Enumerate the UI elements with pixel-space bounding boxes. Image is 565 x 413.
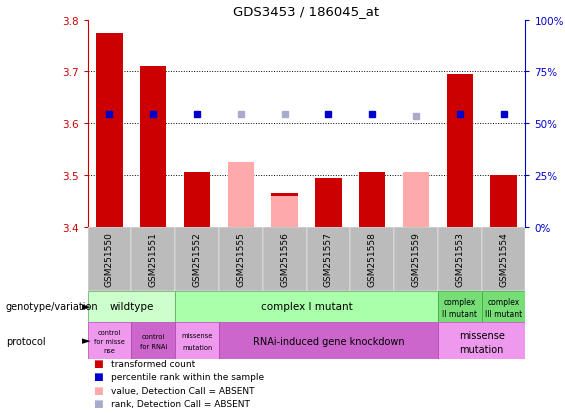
- Bar: [446, 75, 473, 227]
- Bar: [438, 227, 481, 291]
- Text: control: control: [98, 330, 121, 335]
- Bar: [131, 227, 175, 291]
- Bar: [175, 227, 219, 291]
- Text: missense: missense: [181, 332, 213, 338]
- Bar: [481, 227, 525, 291]
- Bar: [88, 291, 175, 322]
- Text: GSM251551: GSM251551: [149, 232, 158, 287]
- Text: GSM251559: GSM251559: [411, 232, 420, 287]
- Bar: [315, 178, 341, 227]
- Text: GSM251553: GSM251553: [455, 232, 464, 287]
- Text: percentile rank within the sample: percentile rank within the sample: [111, 373, 264, 382]
- Text: ■: ■: [93, 371, 103, 382]
- Text: II mutant: II mutant: [442, 309, 477, 318]
- Title: GDS3453 / 186045_at: GDS3453 / 186045_at: [233, 5, 380, 18]
- Text: ■: ■: [93, 398, 103, 408]
- Bar: [394, 227, 438, 291]
- Bar: [140, 67, 167, 227]
- Text: GSM251557: GSM251557: [324, 232, 333, 287]
- Bar: [271, 194, 298, 227]
- Text: value, Detection Call = ABSENT: value, Detection Call = ABSENT: [111, 386, 255, 395]
- Text: missense: missense: [459, 330, 505, 340]
- Bar: [175, 322, 219, 359]
- Bar: [438, 291, 481, 322]
- Text: complex: complex: [488, 297, 520, 306]
- Bar: [306, 227, 350, 291]
- Text: RNAi-induced gene knockdown: RNAi-induced gene knockdown: [253, 336, 404, 346]
- Bar: [219, 227, 263, 291]
- Text: for misse: for misse: [94, 339, 125, 344]
- Text: rank, Detection Call = ABSENT: rank, Detection Call = ABSENT: [111, 399, 250, 408]
- Text: GSM251558: GSM251558: [368, 232, 377, 287]
- Bar: [438, 322, 525, 359]
- Text: GSM251555: GSM251555: [236, 232, 245, 287]
- Bar: [88, 227, 131, 291]
- Text: for RNAi: for RNAi: [140, 343, 167, 349]
- Text: protocol: protocol: [6, 336, 45, 346]
- Text: nse: nse: [103, 347, 115, 354]
- Bar: [490, 176, 516, 227]
- Text: transformed count: transformed count: [111, 359, 195, 368]
- Text: mutation: mutation: [182, 344, 212, 350]
- Text: ■: ■: [93, 385, 103, 395]
- Bar: [184, 173, 210, 227]
- Bar: [481, 291, 525, 322]
- Text: GSM251554: GSM251554: [499, 232, 508, 287]
- Text: ■: ■: [93, 358, 103, 368]
- Bar: [88, 322, 131, 359]
- Bar: [359, 173, 385, 227]
- Text: GSM251550: GSM251550: [105, 232, 114, 287]
- Text: complex: complex: [444, 297, 476, 306]
- Text: mutation: mutation: [459, 344, 504, 354]
- Text: III mutant: III mutant: [485, 309, 522, 318]
- Text: GSM251552: GSM251552: [193, 232, 202, 287]
- Bar: [131, 322, 175, 359]
- Bar: [228, 163, 254, 227]
- Text: complex I mutant: complex I mutant: [260, 301, 353, 312]
- Bar: [219, 322, 438, 359]
- Bar: [403, 173, 429, 227]
- Text: ►: ►: [82, 336, 90, 346]
- Text: wildtype: wildtype: [109, 301, 154, 312]
- Text: GSM251556: GSM251556: [280, 232, 289, 287]
- Bar: [350, 227, 394, 291]
- Bar: [263, 227, 306, 291]
- Bar: [271, 196, 298, 227]
- Bar: [175, 291, 438, 322]
- Text: ►: ►: [82, 301, 90, 312]
- Text: control: control: [142, 333, 165, 339]
- Bar: [96, 33, 123, 227]
- Text: genotype/variation: genotype/variation: [6, 301, 98, 312]
